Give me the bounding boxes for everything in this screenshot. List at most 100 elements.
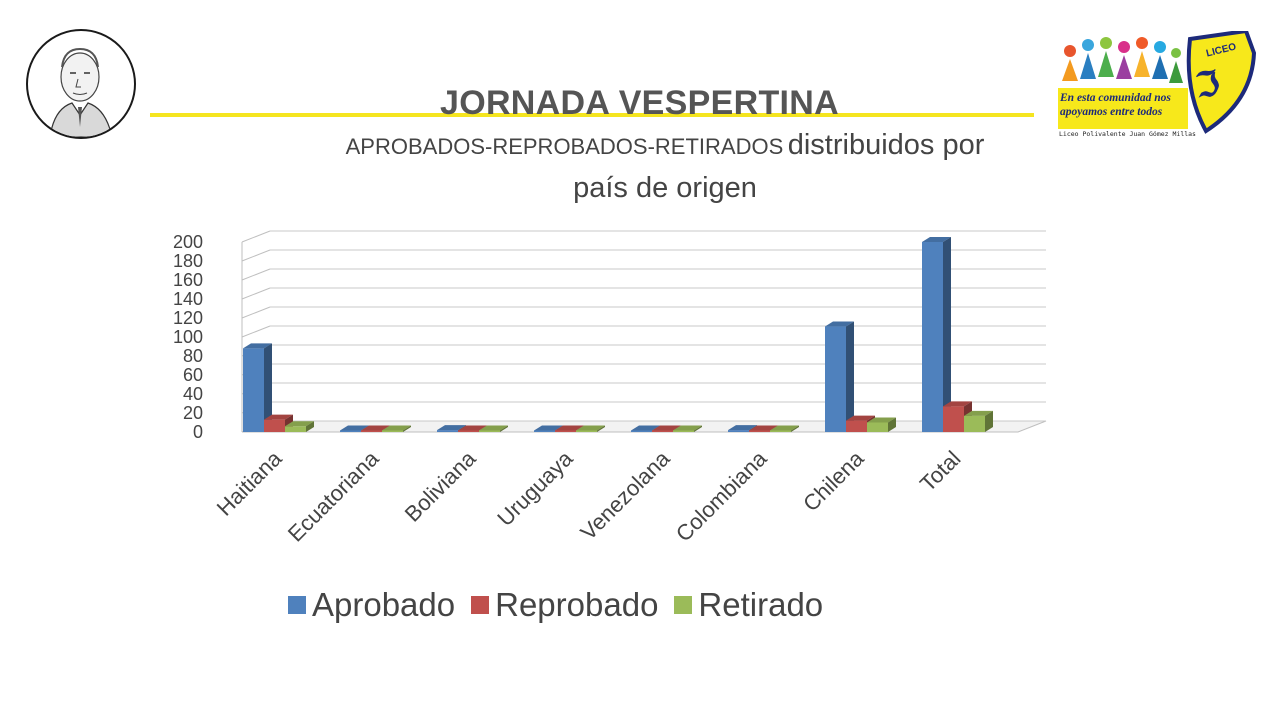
legend-swatch (674, 596, 693, 614)
bar-side (597, 425, 605, 432)
y-tick-label: 180 (173, 251, 203, 271)
school-logo: LICEO ℑ En esta comunidad nos apoyamos e… (1056, 31, 1262, 138)
title-underline (150, 113, 1034, 117)
bar (652, 430, 673, 432)
bar (555, 430, 576, 432)
gridline-diagonal (241, 249, 271, 262)
bar-top (846, 415, 875, 421)
bar-side (985, 410, 993, 432)
bar (922, 242, 943, 432)
slide-subtitle: APROBADOS-REPROBADOS-RETIRADOS distribui… (240, 126, 1090, 212)
bar-top (867, 417, 896, 423)
bar-top (922, 237, 951, 242)
bar-top (964, 410, 993, 416)
y-tick-label: 120 (173, 308, 203, 328)
bar-top (728, 425, 757, 431)
logo-motto: En esta comunidad nos apoyamos entre tod… (1060, 91, 1171, 119)
bar-side (846, 321, 854, 432)
bar-side (306, 421, 314, 432)
bar (382, 430, 403, 432)
logo-motto-line2: apoyamos entre todos (1060, 106, 1163, 118)
bar-top (673, 425, 702, 431)
bar-top (243, 343, 272, 349)
bar (340, 430, 361, 432)
bar-top (576, 425, 605, 431)
bar (361, 430, 382, 432)
bar-top (770, 425, 799, 431)
bar-top (825, 321, 854, 327)
subtitle-caps: APROBADOS-REPROBADOS-RETIRADOS (345, 134, 784, 159)
chart-legend: Aprobado Reprobado Retirado (288, 586, 839, 624)
bar-top (264, 414, 293, 420)
bar-top (534, 425, 563, 431)
bar-top (340, 425, 369, 431)
legend-swatch (288, 596, 306, 614)
logo-school-name: Liceo Polivalente Juan Gómez Millas (1059, 130, 1196, 138)
bar (867, 422, 888, 432)
y-tick-label: 80 (183, 346, 203, 366)
x-category-label: Colombiana (671, 445, 772, 546)
bar-top (458, 425, 487, 431)
founder-portrait (26, 29, 136, 139)
legend-swatch (471, 596, 490, 614)
bar-top (631, 425, 660, 431)
bar (631, 430, 652, 432)
bar-side (888, 417, 896, 432)
bar (576, 430, 597, 432)
bar (243, 348, 264, 432)
bar (770, 430, 791, 432)
y-tick-label: 0 (193, 422, 203, 442)
bar (285, 426, 306, 432)
subtitle-text-1: distribuidos por (787, 129, 985, 161)
bar-top (382, 425, 411, 431)
y-tick-label: 200 (173, 232, 203, 252)
bar (825, 326, 846, 432)
bar-side (791, 425, 799, 432)
bar-top (285, 421, 314, 427)
subtitle-text-2: país de origen (573, 172, 757, 204)
legend-item: Reprobado (471, 586, 658, 624)
bar-side (694, 425, 702, 432)
bar (479, 430, 500, 432)
bar (458, 430, 479, 432)
bar (673, 430, 694, 432)
bar-side (500, 425, 508, 432)
slide-title: JORNADA VESPERTINA (440, 84, 839, 122)
bar (437, 430, 458, 432)
gridline-diagonal (241, 230, 271, 243)
x-category-label: Chilena (798, 445, 869, 516)
logo-motto-line1: En esta comunidad nos (1060, 92, 1171, 104)
bar-side (403, 425, 411, 432)
bar-top (652, 425, 681, 431)
bar-top (749, 425, 778, 431)
bar (749, 430, 770, 432)
y-tick-label: 100 (173, 327, 203, 347)
legend-item: Aprobado (288, 586, 455, 624)
y-tick-label: 140 (173, 289, 203, 309)
bar-top (555, 425, 584, 431)
x-category-label: Total (915, 446, 966, 497)
legend-item: Retirado (674, 586, 823, 624)
bar-top (437, 425, 466, 431)
bar-top (943, 401, 972, 407)
y-tick-label: 60 (183, 365, 203, 385)
x-category-label: Ecuatoriana (283, 445, 384, 546)
gridline-diagonal (241, 268, 271, 281)
bar (728, 430, 749, 432)
bar (943, 406, 964, 432)
gridline-diagonal (241, 306, 271, 319)
gridline-diagonal (241, 325, 271, 338)
gridline-diagonal (241, 287, 271, 300)
x-category-label: Boliviana (400, 445, 481, 526)
logo-banner (1058, 88, 1188, 129)
legend-label: Reprobado (495, 586, 659, 623)
y-tick-label: 160 (173, 270, 203, 290)
bar (964, 415, 985, 432)
x-category-label: Haitiana (212, 445, 287, 520)
bar-side (264, 343, 272, 432)
legend-label: Retirado (698, 586, 824, 623)
y-tick-label: 20 (183, 403, 203, 423)
legend-label: Aprobado (312, 586, 456, 623)
bar (264, 419, 285, 432)
